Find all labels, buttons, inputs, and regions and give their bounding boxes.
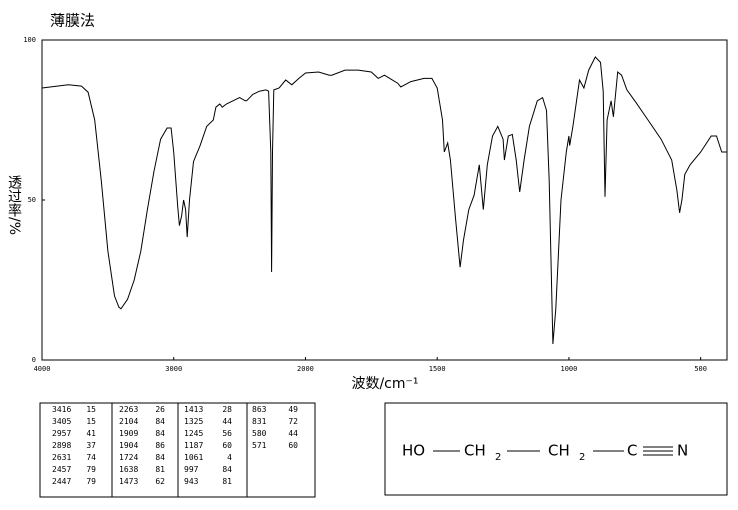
peak-wavenumber: 2104 [119,417,138,426]
x-axis-label: 波数/cm⁻¹ [351,376,418,392]
chart-title: 薄膜法 [50,12,95,30]
peak-transmittance: 79 [86,477,96,486]
peak-transmittance: 81 [155,465,165,474]
peak-wavenumber: 1061 [184,453,203,462]
peak-wavenumber: 1909 [119,429,138,438]
peak-wavenumber: 1245 [184,429,203,438]
peak-transmittance: 28 [222,405,232,414]
peak-transmittance: 37 [86,441,96,450]
peak-wavenumber: 2631 [52,453,71,462]
peak-wavenumber: 571 [252,441,267,450]
peak-wavenumber: 1638 [119,465,138,474]
peak-transmittance: 41 [86,429,96,438]
atom-group: N [677,442,688,460]
peak-wavenumber: 3416 [52,405,71,414]
peak-wavenumber: 1187 [184,441,203,450]
peak-transmittance: 74 [86,453,96,462]
peak-wavenumber: 580 [252,429,267,438]
peak-wavenumber: 1904 [119,441,138,450]
y-tick-label: 100 [23,36,36,44]
subscript: 2 [495,452,501,463]
peak-wavenumber: 2898 [52,441,71,450]
atom-group: HO [402,442,425,460]
peak-wavenumber: 1724 [119,453,138,462]
peak-wavenumber: 3405 [52,417,71,426]
spectrum-line [41,56,727,345]
peak-transmittance: 44 [222,417,232,426]
x-tick-label: 1500 [429,365,446,373]
peak-transmittance: 26 [155,405,165,414]
x-tick-label: 500 [694,365,707,373]
peak-wavenumber: 2957 [52,429,71,438]
peak-transmittance: 15 [86,417,96,426]
peak-wavenumber: 2457 [52,465,71,474]
peak-wavenumber: 997 [184,465,199,474]
peak-transmittance: 49 [288,405,298,414]
peak-wavenumber: 2263 [119,405,138,414]
subscript: 2 [579,452,585,463]
y-axis-label: 透过率/% [6,175,22,235]
atom-group: CH [548,442,570,460]
peak-transmittance: 79 [86,465,96,474]
peak-transmittance: 44 [288,429,298,438]
y-tick-label: 0 [32,356,36,364]
peak-transmittance: 15 [86,405,96,414]
peak-wavenumber: 2447 [52,477,71,486]
x-tick-label: 3000 [165,365,182,373]
atom-group: C [627,442,637,460]
peak-transmittance: 62 [155,477,165,486]
peak-transmittance: 84 [155,429,165,438]
structure-frame [384,402,728,496]
peak-transmittance: 4 [227,453,232,462]
peak-transmittance: 60 [222,441,232,450]
bonds [433,446,673,456]
peak-wavenumber: 1325 [184,417,203,426]
peak-transmittance: 72 [288,417,298,426]
y-tick-label: 50 [28,196,36,204]
x-tick-label: 2000 [297,365,314,373]
x-tick-label: 1000 [560,365,577,373]
peak-transmittance: 86 [155,441,165,450]
peak-wavenumber: 1473 [119,477,138,486]
x-tick-label: 4000 [34,365,51,373]
peak-transmittance: 84 [222,465,232,474]
peak-transmittance: 81 [222,477,232,486]
peak-transmittance: 56 [222,429,232,438]
peak-transmittance: 60 [288,441,298,450]
peak-transmittance: 84 [155,417,165,426]
peak-wavenumber: 1413 [184,405,203,414]
atom-group: CH [464,442,486,460]
peak-wavenumber: 943 [184,477,199,486]
peak-transmittance: 84 [155,453,165,462]
plot-frame [41,39,728,361]
peak-wavenumber: 863 [252,405,267,414]
peak-wavenumber: 831 [252,417,267,426]
